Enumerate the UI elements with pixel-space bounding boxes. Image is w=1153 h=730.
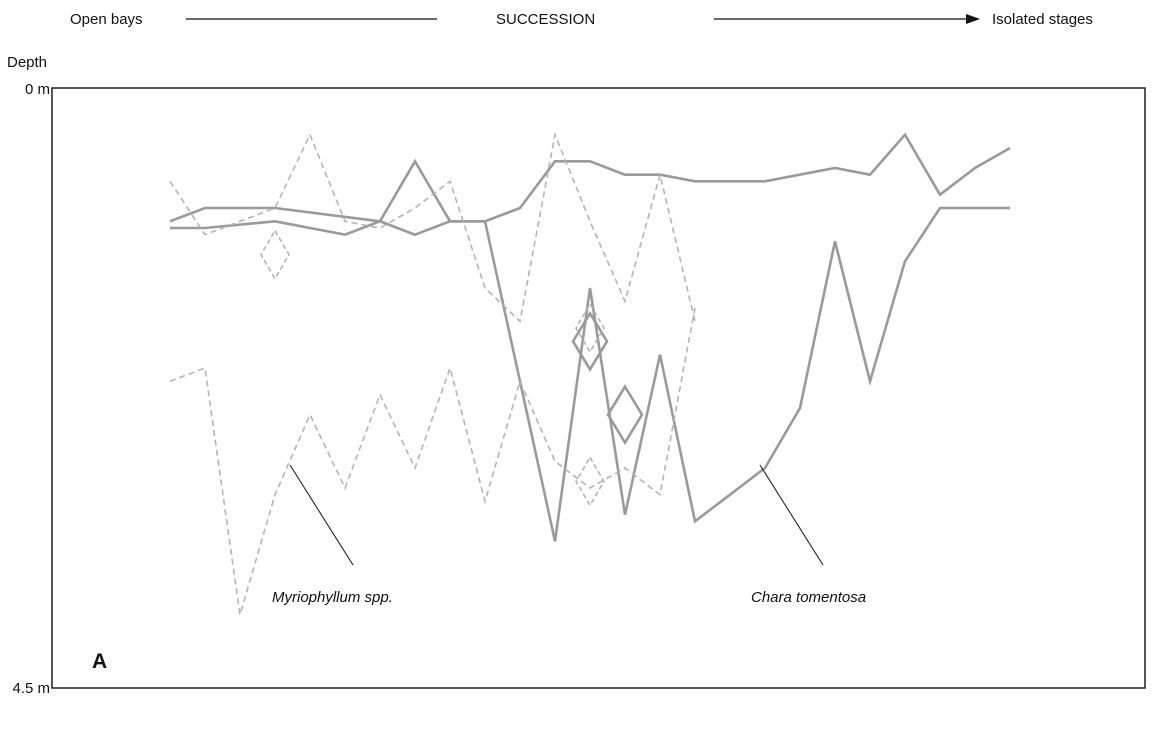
- isolated-stages-label: Isolated stages: [992, 11, 1093, 28]
- myriophyllum-pointer-line: [289, 464, 354, 566]
- open-bays-label: Open bays: [70, 11, 143, 28]
- y-axis-title: Depth: [7, 54, 47, 71]
- chara-label: Chara tomentosa: [751, 589, 866, 606]
- myriophyllum-spp-lower-boundary-line: [169, 307, 696, 615]
- myriophyllum-label: Myriophyllum spp.: [272, 589, 393, 606]
- y-tick-label-bottom: 4.5 m: [12, 680, 50, 697]
- panel-letter: A: [92, 650, 107, 673]
- myriophyllum-spp-lens-marker: [575, 302, 605, 354]
- y-tick-label-top: 0 m: [25, 81, 50, 98]
- series-layer: [169, 131, 1011, 615]
- myriophyllum-spp-lens-marker: [260, 229, 290, 281]
- chara-pointer-line: [759, 464, 824, 566]
- plot-frame: [51, 87, 1146, 689]
- succession-label: SUCCESSION: [496, 11, 595, 28]
- succession-arrow-head-icon: [966, 14, 980, 24]
- succession-header: Open bays SUCCESSION Isolated stages: [70, 11, 1093, 28]
- myriophyllum-spp-lens-marker: [575, 455, 605, 507]
- chara-tomentosa-lens-marker: [606, 384, 644, 446]
- chara-tomentosa-lower-boundary-line: [170, 206, 1010, 542]
- chara-tomentosa-upper-boundary-line: [169, 132, 1011, 223]
